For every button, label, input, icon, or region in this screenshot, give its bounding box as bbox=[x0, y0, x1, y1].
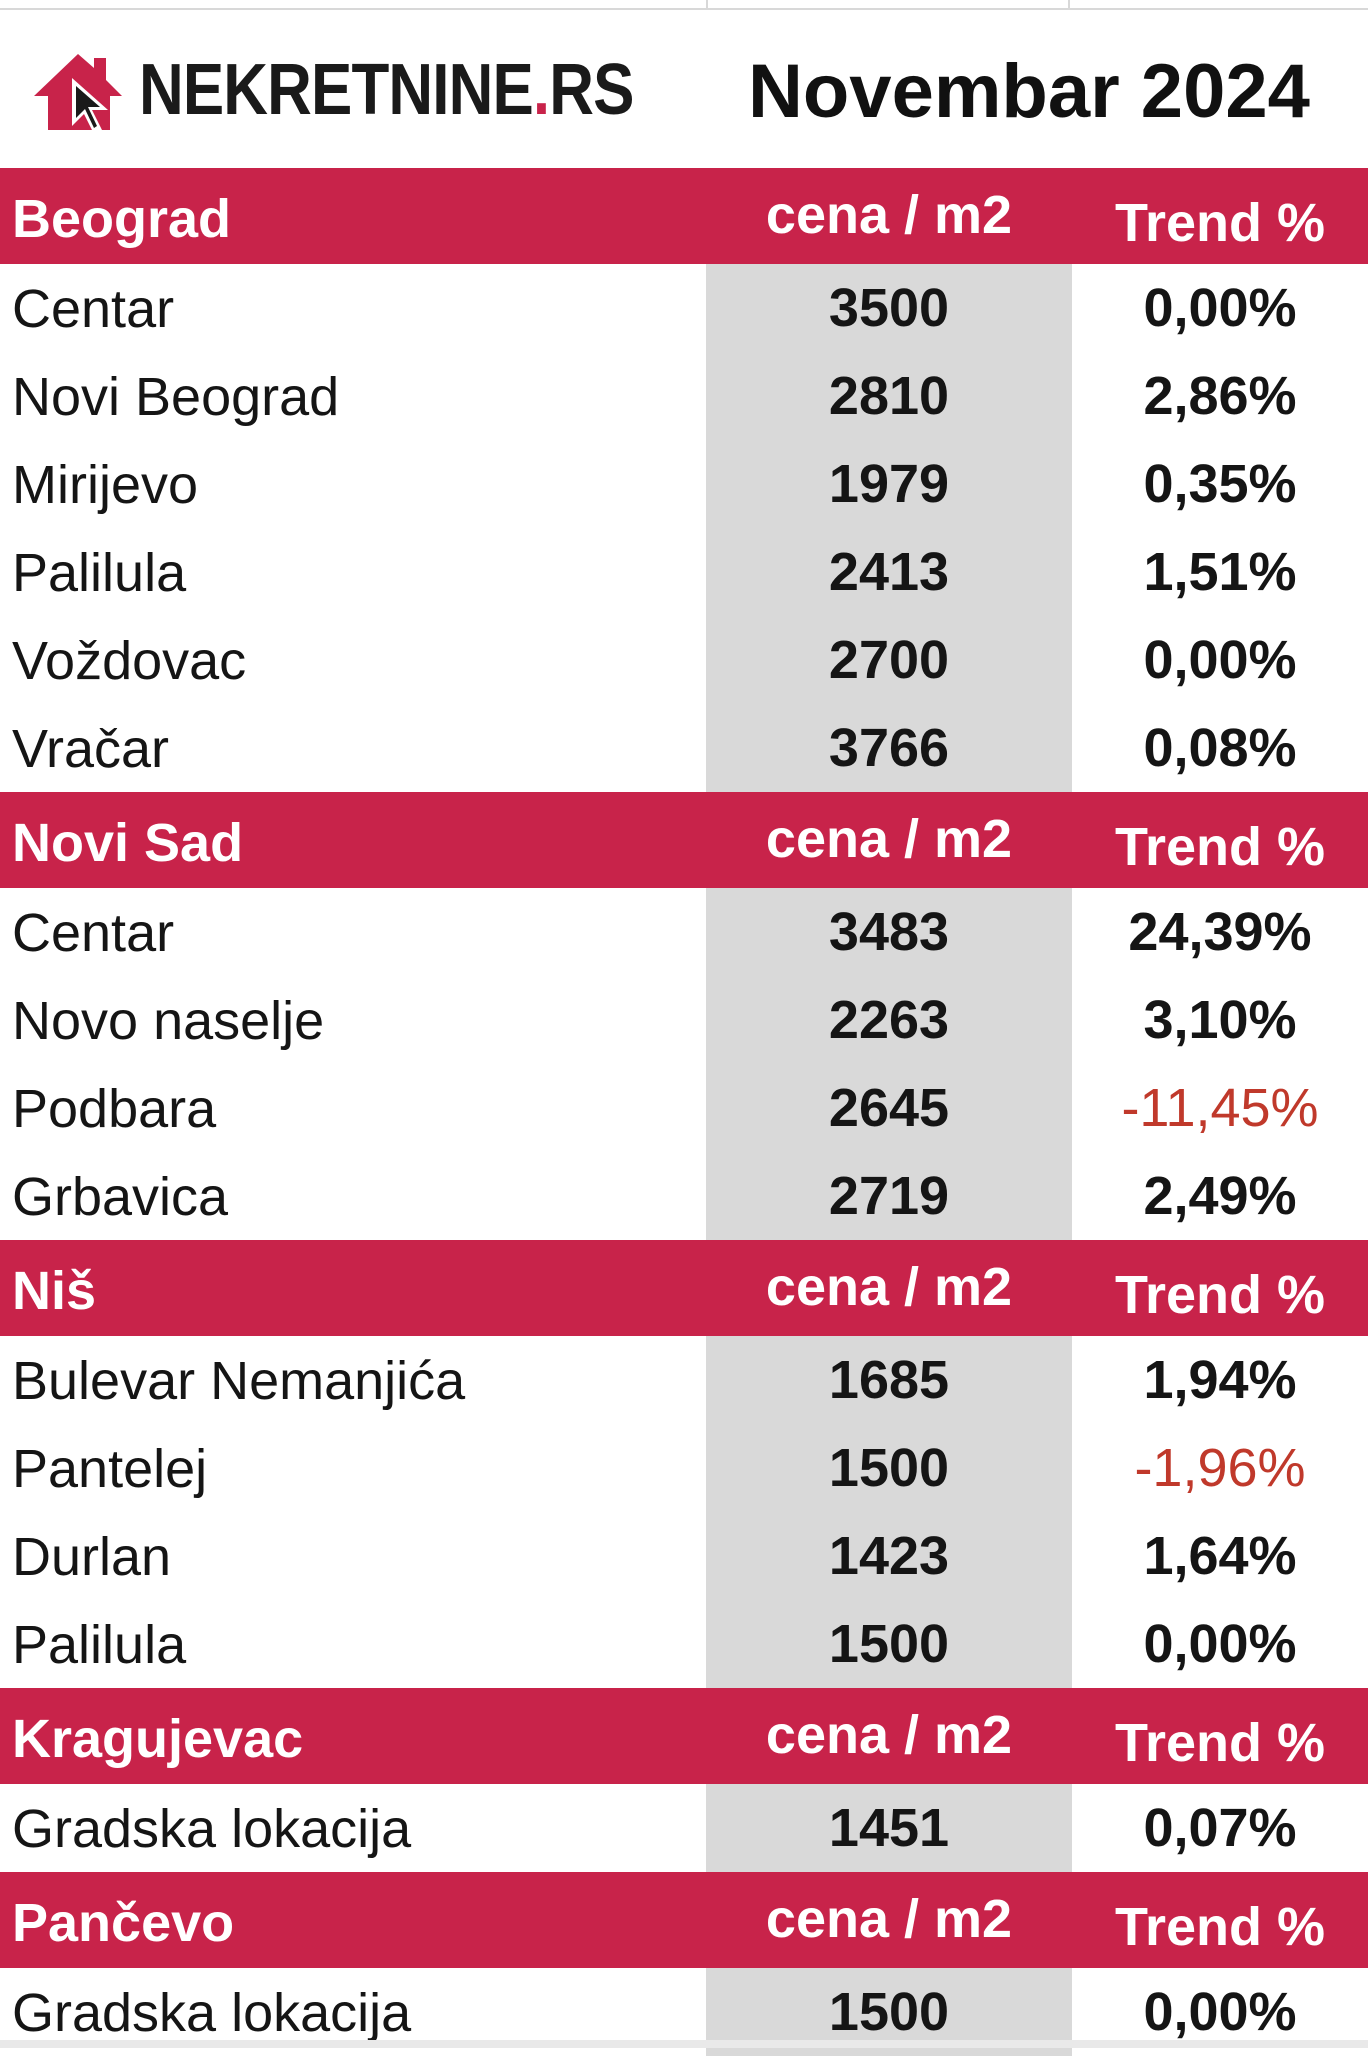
location-name: Gradska lokacija bbox=[12, 1799, 412, 1859]
price-per-m2: 1423 bbox=[706, 1512, 1072, 1600]
location-name: Palilula bbox=[12, 543, 187, 603]
trend-percent: 0,07% bbox=[1143, 1798, 1297, 1858]
section-city-label: Niš bbox=[12, 1261, 97, 1321]
bottom-border bbox=[0, 2040, 1368, 2048]
section-city-label: Pančevo bbox=[12, 1893, 235, 1953]
location-name: Mirijevo bbox=[12, 455, 199, 515]
trend-column-header: Trend % bbox=[1114, 1713, 1326, 1773]
trend-column-header: Trend % bbox=[1114, 1897, 1326, 1957]
location-name: Podbara bbox=[12, 1079, 217, 1139]
price-column-header: cena / m2 bbox=[765, 1889, 1013, 1949]
price-per-m2: 3500 bbox=[706, 264, 1072, 352]
price-column-header: cena / m2 bbox=[765, 1257, 1013, 1317]
location-name: Gradska lokacija bbox=[12, 1983, 412, 2043]
trend-percent: 0,00% bbox=[1143, 1982, 1297, 2042]
table-row: Novi Beograd 2810 2,86% bbox=[0, 352, 1368, 440]
location-name: Centar bbox=[12, 903, 175, 963]
section-header: Niš cena / m2 Trend % bbox=[0, 1240, 1368, 1336]
price-per-m2: 3483 bbox=[706, 888, 1072, 976]
trend-percent: -1,96% bbox=[1134, 1438, 1306, 1498]
price-column-header: cena / m2 bbox=[765, 185, 1013, 245]
location-name: Centar bbox=[12, 279, 175, 339]
price-per-m2: 2263 bbox=[706, 976, 1072, 1064]
trend-column-header: Trend % bbox=[1114, 1265, 1326, 1325]
section-city-label: Novi Sad bbox=[12, 813, 244, 873]
price-per-m2: 2700 bbox=[706, 616, 1072, 704]
table-row: Gradska lokacija 1451 0,07% bbox=[0, 1784, 1368, 1872]
price-per-m2: 2645 bbox=[706, 1064, 1072, 1152]
location-name: Novi Beograd bbox=[12, 367, 340, 427]
report-header: NEKRETNINE.RS Novembar 2024 bbox=[0, 10, 1368, 168]
section-header: Kragujevac cena / m2 Trend % bbox=[0, 1688, 1368, 1784]
table-row: Centar 3483 24,39% bbox=[0, 888, 1368, 976]
trend-percent: 1,51% bbox=[1143, 542, 1297, 602]
table-row: Novo naselje 2263 3,10% bbox=[0, 976, 1368, 1064]
price-per-m2: 1451 bbox=[706, 1784, 1072, 1872]
trend-percent: 3,10% bbox=[1143, 990, 1297, 1050]
table-row: Pantelej 1500 -1,96% bbox=[0, 1424, 1368, 1512]
report-title: Novembar 2024 bbox=[748, 49, 1310, 134]
trend-percent: 0,35% bbox=[1143, 454, 1297, 514]
price-per-m2: 3766 bbox=[706, 704, 1072, 792]
location-name: Pantelej bbox=[12, 1439, 208, 1499]
location-name: Novo naselje bbox=[12, 991, 325, 1051]
trend-percent: 2,86% bbox=[1143, 366, 1297, 426]
price-per-m2: 1979 bbox=[706, 440, 1072, 528]
trend-percent: 1,94% bbox=[1143, 1350, 1297, 1410]
trend-column-header: Trend % bbox=[1114, 817, 1326, 877]
price-per-m2: 2719 bbox=[706, 1152, 1072, 1240]
location-name: Bulevar Nemanjića bbox=[12, 1351, 466, 1411]
price-column-header: cena / m2 bbox=[765, 809, 1013, 869]
trend-percent: 0,08% bbox=[1143, 718, 1297, 778]
trend-percent: 0,00% bbox=[1143, 278, 1297, 338]
section-header: Pančevo cena / m2 Trend % bbox=[0, 1872, 1368, 1968]
table-row: Vračar 3766 0,08% bbox=[0, 704, 1368, 792]
trend-percent: 1,64% bbox=[1143, 1526, 1297, 1586]
price-column-header: cena / m2 bbox=[765, 1705, 1013, 1765]
top-grid-line bbox=[0, 0, 1368, 10]
table-row: Palilula 1500 0,00% bbox=[0, 1600, 1368, 1688]
price-per-m2: 1500 bbox=[706, 1600, 1072, 1688]
price-per-m2: 2413 bbox=[706, 528, 1072, 616]
section-header: Beograd cena / m2 Trend % bbox=[0, 168, 1368, 264]
table-row: Voždovac 2700 0,00% bbox=[0, 616, 1368, 704]
top-grid-divider bbox=[706, 0, 708, 8]
location-name: Grbavica bbox=[12, 1167, 229, 1227]
price-per-m2: 1685 bbox=[706, 1336, 1072, 1424]
table-row: Grbavica 2719 2,49% bbox=[0, 1152, 1368, 1240]
top-grid-divider bbox=[1068, 0, 1070, 8]
nekretnine-logo: NEKRETNINE.RS bbox=[28, 40, 714, 140]
trend-column-header: Trend % bbox=[1114, 193, 1326, 253]
location-name: Palilula bbox=[12, 1615, 187, 1675]
table-row: Durlan 1423 1,64% bbox=[0, 1512, 1368, 1600]
trend-percent: 0,00% bbox=[1143, 1614, 1297, 1674]
table-row: Mirijevo 1979 0,35% bbox=[0, 440, 1368, 528]
trend-percent: 0,00% bbox=[1143, 630, 1297, 690]
table-row: Centar 3500 0,00% bbox=[0, 264, 1368, 352]
section-city-label: Kragujevac bbox=[12, 1709, 304, 1769]
table-row: Bulevar Nemanjića 1685 1,94% bbox=[0, 1336, 1368, 1424]
price-per-m2: 2810 bbox=[706, 352, 1072, 440]
location-name: Voždovac bbox=[12, 631, 247, 691]
location-name: Durlan bbox=[12, 1527, 172, 1587]
logo-text: NEKRETNINE.RS bbox=[139, 50, 634, 130]
house-icon bbox=[34, 54, 122, 134]
location-name: Vračar bbox=[12, 719, 170, 779]
section-header: Novi Sad cena / m2 Trend % bbox=[0, 792, 1368, 888]
price-per-m2: 1500 bbox=[706, 1424, 1072, 1512]
table-row: Podbara 2645 -11,45% bbox=[0, 1064, 1368, 1152]
trend-percent: 2,49% bbox=[1143, 1166, 1297, 1226]
trend-percent: 24,39% bbox=[1128, 902, 1312, 962]
table-row: Palilula 2413 1,51% bbox=[0, 528, 1368, 616]
trend-percent: -11,45% bbox=[1121, 1078, 1319, 1138]
section-city-label: Beograd bbox=[12, 189, 232, 249]
price-table: Beograd cena / m2 Trend % Centar 3500 0,00% No… bbox=[0, 168, 1368, 2056]
